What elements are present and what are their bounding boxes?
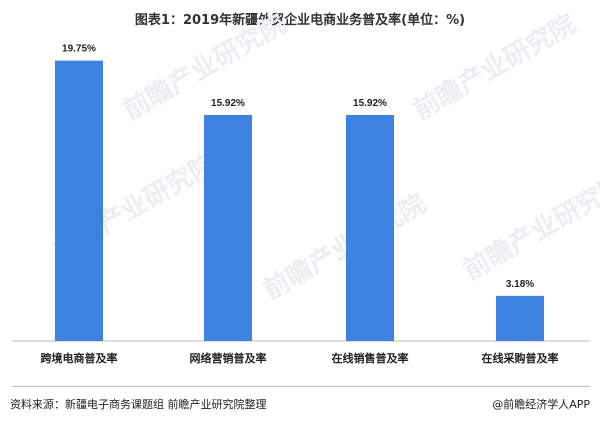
category-label-2: 网络营销普及率	[190, 351, 267, 365]
value-label-4: 3.18%	[506, 279, 534, 290]
chart-title: 图表1：2019年新疆外贸企业电商业务普及率(单位：%)	[134, 13, 466, 28]
bar-1	[55, 60, 103, 342]
category-label-4: 在线采购普及率	[482, 351, 559, 365]
bar-3	[346, 115, 394, 341]
watermark-text: 前瞻产业研究院	[118, 8, 291, 126]
source-note: 资料来源：新疆电子商务课题组 前瞻产业研究院整理	[10, 398, 267, 411]
brand-credit: @前瞻经济学人APP	[490, 396, 590, 412]
watermark-text: 前瞻产业研究院	[258, 188, 431, 306]
watermark-text: 前瞻产业研究院	[408, 8, 581, 126]
bar-2	[204, 115, 252, 341]
value-label-1: 19.75%	[62, 44, 96, 55]
category-label-1: 跨境电商普及率	[41, 351, 118, 365]
footer-divider	[12, 386, 590, 387]
watermark-text: 前瞻产业研究院	[458, 168, 600, 286]
value-label-3: 15.92%	[353, 98, 387, 109]
brand-text: @前瞻经济学人APP	[492, 398, 590, 411]
bar-4	[496, 295, 544, 341]
value-label-2: 15.92%	[211, 98, 245, 109]
category-label-3: 在线销售普及率	[332, 351, 409, 365]
